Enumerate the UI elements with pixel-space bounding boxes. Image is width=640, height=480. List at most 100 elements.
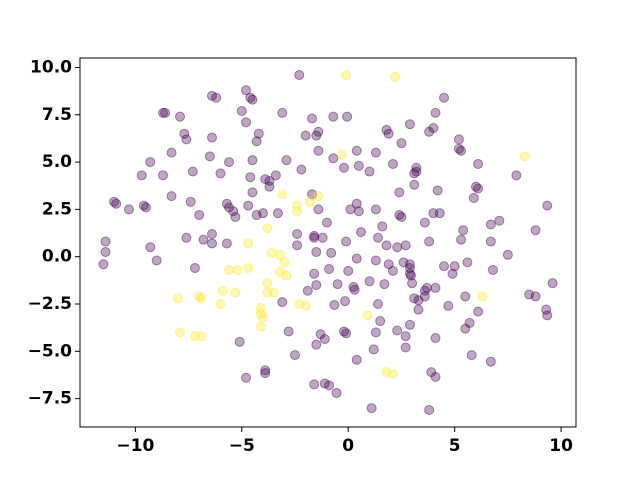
point — [232, 264, 243, 275]
point — [313, 126, 324, 137]
point — [140, 202, 151, 213]
point — [179, 128, 190, 139]
point — [215, 299, 226, 309]
point — [362, 310, 373, 321]
point — [326, 247, 337, 258]
point — [247, 155, 258, 166]
x-tick-label: 0 — [342, 436, 354, 456]
point — [281, 270, 292, 281]
point — [439, 261, 450, 272]
point — [430, 107, 441, 118]
point — [194, 210, 205, 221]
point — [368, 344, 379, 355]
point — [409, 293, 420, 304]
point — [342, 111, 353, 122]
point — [281, 155, 292, 166]
point — [300, 130, 311, 141]
point — [260, 368, 271, 379]
point — [211, 92, 222, 103]
point — [404, 119, 415, 130]
point — [449, 261, 460, 272]
point — [332, 279, 343, 290]
point — [447, 268, 458, 279]
point — [324, 380, 335, 391]
point — [206, 228, 217, 239]
point — [485, 356, 496, 367]
y-tick-label: 0.0 — [42, 247, 72, 267]
point — [302, 285, 313, 296]
point — [185, 196, 196, 207]
point — [462, 257, 473, 268]
point — [264, 176, 275, 186]
point — [364, 276, 375, 287]
point — [453, 134, 464, 145]
point — [230, 211, 241, 222]
point — [473, 306, 484, 317]
point — [294, 299, 305, 309]
point — [160, 107, 171, 118]
point — [355, 227, 366, 238]
point — [373, 232, 384, 243]
point — [215, 168, 226, 179]
point — [196, 293, 207, 304]
point — [485, 219, 496, 230]
point — [243, 238, 254, 249]
point — [309, 379, 320, 390]
y-tick-label: 10.0 — [30, 57, 72, 77]
point — [413, 304, 424, 315]
point — [439, 92, 450, 103]
point — [519, 151, 530, 162]
point — [189, 331, 200, 342]
y-tick-label: −2.5 — [28, 294, 72, 314]
point — [464, 317, 475, 328]
point — [224, 202, 235, 213]
point — [241, 117, 252, 128]
point — [315, 329, 326, 340]
point — [524, 289, 535, 300]
point — [175, 327, 186, 338]
point — [290, 350, 301, 361]
point — [456, 234, 467, 245]
x-tick-label: 5 — [449, 436, 461, 456]
point — [145, 242, 156, 253]
point — [204, 151, 215, 162]
point — [262, 278, 273, 289]
point — [387, 158, 398, 169]
y-tick-label: 5.0 — [42, 152, 72, 172]
point — [328, 153, 339, 164]
point — [307, 113, 318, 124]
point — [349, 284, 360, 295]
point — [494, 215, 505, 226]
point — [221, 198, 232, 209]
point — [373, 299, 384, 309]
point — [251, 210, 262, 221]
point — [351, 354, 362, 365]
point — [181, 134, 192, 145]
point — [292, 206, 303, 217]
point — [353, 160, 364, 171]
point — [432, 185, 443, 196]
point — [292, 240, 303, 251]
point — [485, 236, 496, 247]
point — [424, 236, 435, 247]
point — [394, 210, 405, 221]
point — [411, 166, 422, 177]
point — [268, 287, 279, 298]
point — [241, 372, 252, 383]
point — [296, 164, 307, 175]
point — [234, 336, 245, 347]
point — [313, 191, 324, 202]
point — [309, 232, 320, 243]
point — [387, 369, 398, 380]
point — [255, 308, 266, 319]
point — [206, 90, 217, 101]
point — [260, 174, 271, 185]
point — [311, 339, 322, 350]
point — [370, 255, 381, 266]
point — [145, 157, 156, 168]
point — [224, 264, 235, 275]
point — [409, 168, 420, 179]
point — [381, 240, 392, 251]
point — [304, 196, 315, 207]
point — [313, 145, 324, 156]
